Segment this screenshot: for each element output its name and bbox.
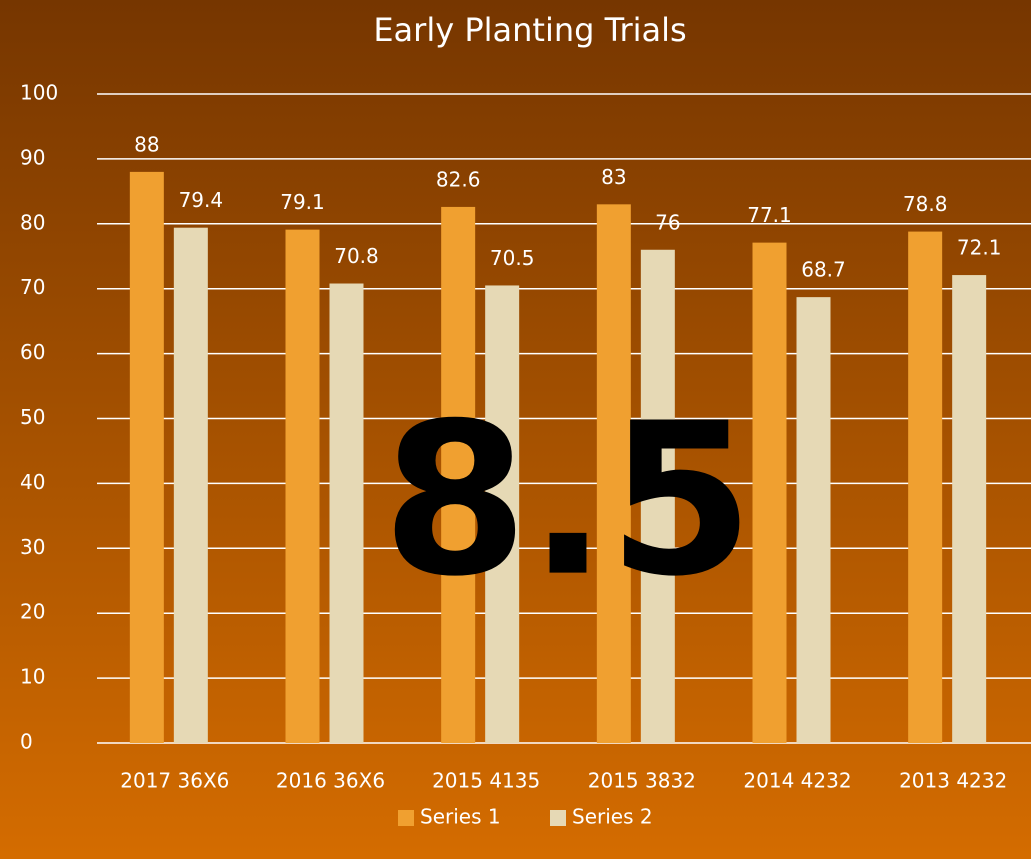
bar [952, 275, 987, 743]
x-tick-label: 2016 36X6 [276, 769, 385, 793]
legend-label: Series 2 [572, 805, 653, 829]
bar [129, 171, 164, 743]
bar [908, 231, 943, 743]
x-tick-label: 2017 36X6 [120, 769, 229, 793]
y-tick-label: 100 [20, 81, 58, 105]
y-tick-label: 30 [20, 535, 45, 559]
y-tick-label: 40 [20, 470, 45, 494]
y-tick-label: 70 [20, 275, 45, 299]
data-label: 83 [601, 165, 626, 189]
x-tick-label: 2013 4232 [899, 769, 1007, 793]
legend-swatch [550, 810, 566, 826]
bar [752, 242, 787, 743]
y-tick-label: 50 [20, 405, 45, 429]
data-label: 76 [655, 210, 680, 234]
x-tick-label: 2014 4232 [743, 769, 851, 793]
data-label: 70.5 [490, 246, 535, 270]
x-tick-label: 2015 4135 [432, 769, 540, 793]
x-tick-label: 2015 3832 [588, 769, 696, 793]
annotation: 8.5 [382, 378, 754, 623]
chart-title: Early Planting Trials [373, 11, 686, 49]
y-tick-label: 0 [20, 730, 33, 754]
bar [441, 206, 476, 743]
bar [285, 229, 320, 744]
data-label: 79.1 [280, 190, 325, 214]
data-label: 68.7 [801, 258, 846, 282]
bar [640, 249, 675, 743]
y-tick-label: 60 [20, 340, 45, 364]
legend-label: Series 1 [420, 805, 501, 829]
data-label: 82.6 [436, 167, 481, 191]
y-tick-label: 80 [20, 210, 45, 234]
data-label: 88 [134, 132, 159, 156]
y-tick-label: 90 [20, 145, 45, 169]
y-tick-label: 10 [20, 665, 45, 689]
bar [796, 297, 831, 743]
bar [329, 283, 364, 743]
bar [596, 204, 631, 743]
bar [173, 227, 208, 744]
data-label: 72.1 [957, 236, 1002, 260]
y-tick-label: 20 [20, 600, 45, 624]
bar [485, 285, 520, 743]
data-label: 77.1 [747, 203, 792, 227]
data-label: 78.8 [903, 192, 948, 216]
data-label: 79.4 [179, 188, 224, 212]
legend-swatch [398, 810, 414, 826]
data-label: 70.8 [334, 244, 379, 268]
